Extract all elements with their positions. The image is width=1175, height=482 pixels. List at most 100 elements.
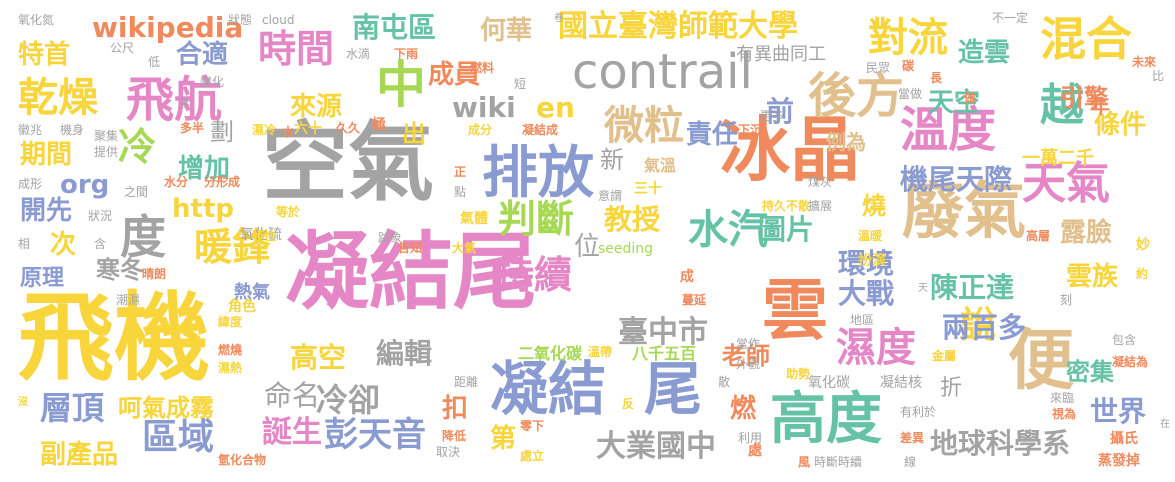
word: 水分 (164, 175, 189, 189)
word: 乾燥 (18, 75, 98, 121)
word: wikipedia (92, 11, 244, 44)
word: 造雲 (958, 38, 1011, 68)
word: 密集 (1066, 358, 1114, 386)
word: 未來 (1132, 55, 1157, 69)
word: 成形 (18, 177, 43, 191)
word: 冷卻 (316, 381, 381, 419)
word: 有異曲同工 (736, 44, 826, 65)
word: 第 (490, 424, 517, 454)
word: 越 (1040, 80, 1084, 131)
word: 機身 (60, 123, 85, 137)
word: 煤灰 (808, 175, 833, 189)
word: 廢氣 (902, 174, 1027, 247)
word: 天氣 (1022, 158, 1110, 209)
word: 溫帶 (588, 345, 613, 359)
word: 燃料 (470, 61, 495, 75)
word: 相 (18, 237, 31, 251)
word: 有利於 (900, 405, 937, 419)
word: 成分 (468, 123, 493, 137)
word: 氧化氮 (18, 13, 55, 27)
word: 凝結成 (522, 123, 559, 137)
word: 環境 (838, 247, 895, 280)
word: wiki (452, 91, 516, 124)
word: 線 (904, 455, 917, 469)
word: 地球科學系 (930, 427, 1071, 460)
word: 氣溫 (644, 156, 677, 175)
word: 提供 (94, 145, 119, 159)
word: 便 (1008, 322, 1074, 399)
word: 濕度 (836, 325, 916, 371)
word: 告知 (398, 241, 423, 255)
word: 極 (372, 117, 386, 133)
word: 副產品 (40, 440, 119, 470)
word: 凝結尾 (285, 223, 538, 321)
word: 分形成 (204, 175, 241, 189)
word: 一萬二千 (1022, 148, 1094, 169)
word: 公尺 (110, 41, 135, 55)
word: cloud (262, 13, 295, 27)
word: 含 (94, 237, 107, 251)
word: 特性 (252, 229, 277, 243)
word: 氧化碳 (808, 375, 850, 391)
word: 之間 (124, 185, 149, 199)
word: 前 (766, 95, 795, 128)
word: 妙 (1136, 237, 1150, 253)
word: 命名 (264, 379, 321, 412)
word: 增加 (178, 154, 231, 184)
word: 大業國中 (596, 429, 716, 464)
word: 徽兆 (18, 123, 43, 137)
word: 高層 (1026, 229, 1051, 243)
word: 時斷時續 (814, 455, 863, 469)
word: 視為 (1052, 407, 1077, 421)
word: 處 (748, 443, 762, 459)
word: 條件 (1094, 110, 1147, 140)
word: 二氧化碳 (518, 344, 583, 363)
word: 說 (960, 305, 997, 346)
word: 短 (514, 77, 527, 91)
word: 三十 (634, 181, 662, 197)
word: 扮演 (858, 253, 886, 269)
word: 卷 (554, 13, 564, 24)
word: 低 (148, 55, 161, 69)
word: 區域 (142, 417, 215, 458)
word: 燒 (862, 192, 886, 220)
word: 散 (718, 375, 731, 389)
word: 反 (622, 397, 635, 411)
word: 做 (964, 91, 977, 105)
word: 聚集 (94, 129, 119, 143)
word: 長 (930, 71, 943, 85)
word: 下沉 (738, 123, 763, 137)
word: 六十 (294, 121, 322, 137)
word: 金屬 (932, 349, 957, 363)
word: 濕冷 (252, 123, 277, 137)
word: 排放 (482, 141, 594, 206)
word: 飛航 (126, 72, 223, 128)
word: 在 (1160, 419, 1170, 430)
word: 攝氏 (1110, 431, 1138, 447)
word: 沒 (18, 397, 28, 408)
word: 當做 (898, 87, 923, 101)
word: 來臨 (1050, 391, 1075, 405)
word: 扣 (442, 394, 469, 424)
word: 零下 (520, 419, 545, 433)
word: 處立 (520, 449, 545, 463)
word: 編輯 (376, 337, 433, 370)
word: 意謂 (598, 189, 623, 203)
word: 比 (1152, 69, 1165, 83)
word: 降低 (442, 429, 467, 443)
word: 劃 (210, 118, 234, 146)
word: 暖鋒 (194, 225, 271, 269)
word: 等於 (276, 205, 301, 219)
word: 彭天音 (324, 415, 426, 455)
word: 時間 (258, 27, 335, 71)
word: 高空 (290, 341, 347, 374)
word: 冷 (118, 125, 157, 169)
word: 不一定 (992, 11, 1029, 25)
word: 世界 (1090, 395, 1147, 428)
word: 潮濕 (116, 293, 141, 307)
word: 成 (680, 269, 694, 285)
word: 狀況 (88, 209, 113, 223)
word: 碳 (902, 59, 915, 73)
word: 凝結 (490, 355, 607, 423)
word: 呵氣成霧 (118, 394, 214, 422)
